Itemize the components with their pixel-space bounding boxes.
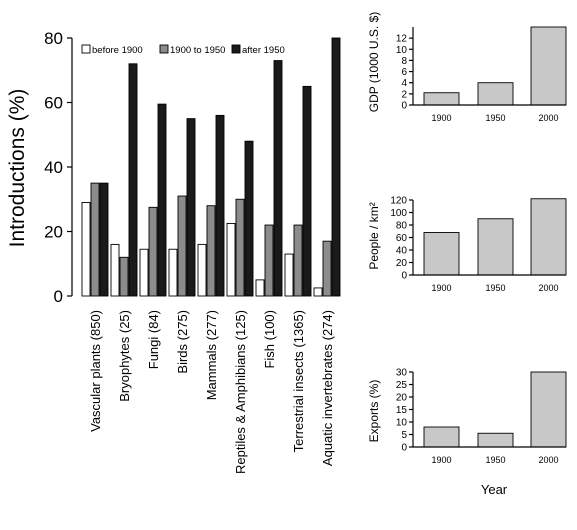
- introductions-chart: Vascular plants (850) Bryophytes (25) Fung…: [6, 29, 341, 474]
- population-density-y-tick-label-40: 40: [396, 246, 408, 257]
- gdp-x-tick-label-1900: 1900: [431, 113, 451, 123]
- category-label-aquatic-invertebrates-274: Aquatic invertebrates (274): [320, 310, 335, 466]
- population-density-x-tick-label-1900: 1900: [431, 283, 451, 293]
- population-density-x-tick-label-1950: 1950: [485, 283, 505, 293]
- bar-before-1900-terrestrial-insects-1365: [284, 253, 294, 297]
- bar-1900-to-1950-fungi-84: [148, 206, 158, 297]
- exports-x-tick-label-2000: 2000: [538, 455, 558, 465]
- bar-1900-to-1950-reptiles-amphibians-125: [235, 198, 245, 297]
- bar-1900-to-1950-fish-100: [264, 224, 274, 297]
- gdp-y-tick-label-10: 10: [396, 45, 408, 56]
- category-label-birds-275: Birds (275): [175, 310, 190, 374]
- population-density-y-tick-label-80: 80: [396, 221, 408, 232]
- legend-label-after-1950: after 1950: [242, 45, 285, 56]
- gdp-y-tick-label-8: 8: [401, 56, 407, 67]
- legend-label-before-1900: before 1900: [92, 45, 143, 56]
- legend-swatch-before-1900: [81, 44, 91, 54]
- bar-after-1950-vascular-plants-850: [99, 182, 109, 297]
- bar-after-1950-mammals-277: [215, 114, 225, 297]
- category-label-vascular-plants-850: Vascular plants (850): [88, 310, 103, 432]
- gdp-y-tick-label-2: 2: [401, 89, 407, 100]
- bar-after-1950-birds-275: [186, 118, 196, 297]
- population-density-y-tick-label-100: 100: [390, 208, 407, 219]
- population-density-bar-2000: [530, 198, 567, 276]
- bar-before-1900-aquatic-invertebrates-274: [313, 287, 323, 297]
- y-tick-label-0: 0: [54, 287, 63, 306]
- bar-1900-to-1950-birds-275: [177, 195, 187, 297]
- exports-y-tick-label-5: 5: [401, 430, 407, 441]
- population-density-y-tick-label-60: 60: [396, 233, 408, 244]
- bar-before-1900-fish-100: [255, 279, 265, 297]
- exports-y-tick-label-0: 0: [401, 443, 407, 454]
- legend-swatch-1900-to-1950: [159, 44, 169, 54]
- introductions-y-axis-label: Introductions (%): [6, 89, 29, 248]
- exports-y-tick-label-20: 20: [396, 393, 408, 404]
- category-label-mammals-277: Mammals (277): [204, 310, 219, 400]
- introductions-axes: Vascular plants (850) Bryophytes (25) Fung…: [44, 29, 335, 474]
- exports-y-axis-label: Exports (%): [367, 380, 381, 443]
- year-x-axis-label: Year: [481, 482, 508, 497]
- bar-after-1950-terrestrial-insects-1365: [302, 85, 312, 297]
- bar-1900-to-1950-aquatic-invertebrates-274: [322, 240, 332, 297]
- population-density-y-axis-label: People / km²: [367, 202, 381, 269]
- population-density-y-tick-label-20: 20: [396, 258, 408, 269]
- bar-after-1950-aquatic-invertebrates-274: [331, 37, 341, 297]
- exports-x-tick-label-1950: 1950: [485, 455, 505, 465]
- category-label-bryophytes-25: Bryophytes (25): [117, 310, 132, 402]
- introductions-bars: [81, 37, 341, 297]
- exports-bar-1900: [423, 426, 460, 448]
- bar-before-1900-vascular-plants-850: [81, 202, 91, 297]
- category-label-fungi-84: Fungi (84): [146, 310, 161, 369]
- exports-bar-1950: [477, 432, 514, 448]
- gdp-y-axis-label: GDP (1000 U.S. $): [367, 12, 381, 113]
- exports-y-tick-label-25: 25: [396, 380, 408, 391]
- legend-swatch-after-1950: [231, 44, 241, 54]
- population-density-bar-1900: [423, 232, 460, 276]
- bar-after-1950-bryophytes-25: [128, 63, 138, 297]
- y-tick-label-40: 40: [44, 158, 63, 177]
- category-label-reptiles-amphibians-125: Reptiles & Amphibians (125): [233, 310, 248, 474]
- gdp-x-tick-label-2000: 2000: [538, 113, 558, 123]
- introductions-legend: before 1900 1900 to 1950 after 1950: [81, 44, 285, 56]
- exports-y-tick-label-15: 15: [396, 405, 408, 416]
- category-label-fish-100: Fish (100): [262, 310, 277, 369]
- bar-before-1900-fungi-84: [139, 248, 149, 297]
- bar-before-1900-bryophytes-25: [110, 243, 120, 297]
- bar-after-1950-reptiles-amphibians-125: [244, 140, 254, 297]
- bar-before-1900-reptiles-amphibians-125: [226, 222, 236, 297]
- bar-1900-to-1950-terrestrial-insects-1365: [293, 224, 303, 297]
- legend-label-1900-to-1950: 1900 to 1950: [170, 45, 225, 56]
- gdp-x-tick-label-1950: 1950: [485, 113, 505, 123]
- population-density-bar-1950: [477, 218, 514, 276]
- gdp-y-tick-label-4: 4: [401, 78, 407, 89]
- bar-after-1950-fungi-84: [157, 103, 167, 297]
- bar-before-1900-birds-275: [168, 248, 178, 297]
- population-density-x-tick-label-2000: 2000: [538, 283, 558, 293]
- population-density-y-tick-label-120: 120: [390, 196, 407, 207]
- y-tick-label-80: 80: [44, 29, 63, 48]
- exports-y-tick-label-10: 10: [396, 418, 408, 429]
- y-tick-label-20: 20: [44, 223, 63, 242]
- population-density-y-tick-label-0: 0: [401, 271, 407, 282]
- gdp-y-tick-label-12: 12: [396, 34, 408, 45]
- bar-after-1950-fish-100: [273, 60, 283, 297]
- gdp-bar-1950: [477, 82, 514, 106]
- y-tick-label-60: 60: [44, 94, 63, 113]
- bar-before-1900-mammals-277: [197, 243, 207, 297]
- gdp-y-tick-label-6: 6: [401, 67, 407, 78]
- exports-bar-2000: [530, 371, 567, 448]
- bar-1900-to-1950-vascular-plants-850: [90, 182, 100, 297]
- bar-1900-to-1950-mammals-277: [206, 205, 216, 297]
- bar-1900-to-1950-bryophytes-25: [119, 256, 129, 297]
- gdp-bar-2000: [530, 26, 567, 106]
- category-label-terrestrial-insects-1365: Terrestrial insects (1365): [291, 310, 306, 452]
- gdp-bar-1900: [423, 92, 460, 106]
- gdp-y-tick-label-0: 0: [401, 101, 407, 112]
- exports-x-tick-label-1900: 1900: [431, 455, 451, 465]
- exports-y-tick-label-30: 30: [396, 368, 408, 379]
